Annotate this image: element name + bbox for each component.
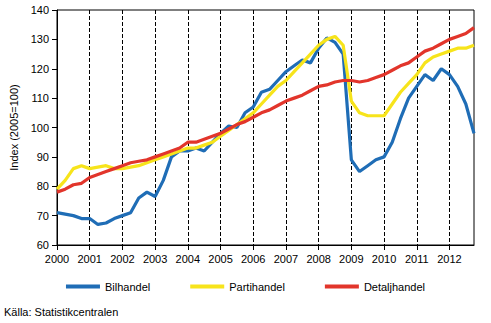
svg-text:Bilhandel: Bilhandel bbox=[105, 281, 150, 293]
svg-text:2006: 2006 bbox=[241, 253, 265, 265]
svg-text:2012: 2012 bbox=[437, 253, 461, 265]
svg-text:130: 130 bbox=[31, 33, 49, 45]
svg-text:60: 60 bbox=[37, 239, 49, 251]
svg-text:2004: 2004 bbox=[176, 253, 200, 265]
svg-text:140: 140 bbox=[31, 4, 49, 16]
svg-text:Källa: Statistikcentralen: Källa: Statistikcentralen bbox=[4, 306, 118, 318]
svg-text:2011: 2011 bbox=[405, 253, 429, 265]
svg-text:120: 120 bbox=[31, 63, 49, 75]
svg-text:80: 80 bbox=[37, 180, 49, 192]
svg-text:2002: 2002 bbox=[110, 253, 134, 265]
svg-text:90: 90 bbox=[37, 151, 49, 163]
svg-text:Index (2005=100): Index (2005=100) bbox=[8, 84, 20, 171]
svg-text:2007: 2007 bbox=[274, 253, 298, 265]
svg-text:2005: 2005 bbox=[208, 253, 232, 265]
svg-text:2000: 2000 bbox=[45, 253, 69, 265]
svg-text:2003: 2003 bbox=[143, 253, 167, 265]
svg-text:Partihandel: Partihandel bbox=[229, 281, 285, 293]
svg-text:2001: 2001 bbox=[77, 253, 101, 265]
svg-text:2009: 2009 bbox=[339, 253, 363, 265]
svg-text:Detaljhandel: Detaljhandel bbox=[364, 281, 425, 293]
svg-text:2008: 2008 bbox=[306, 253, 330, 265]
svg-text:110: 110 bbox=[31, 92, 49, 104]
svg-text:100: 100 bbox=[31, 122, 49, 134]
svg-text:70: 70 bbox=[37, 210, 49, 222]
svg-text:2010: 2010 bbox=[372, 253, 396, 265]
